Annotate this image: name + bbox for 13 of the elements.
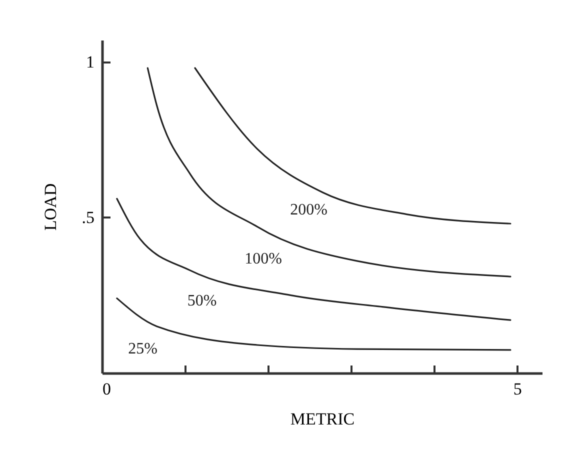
series-label: 200% bbox=[290, 201, 328, 218]
line-series bbox=[116, 198, 512, 321]
x-tick-label: 0 bbox=[102, 380, 111, 398]
x-tick-label: 5 bbox=[513, 380, 522, 398]
line-series bbox=[146, 67, 512, 278]
series-label: 100% bbox=[244, 250, 282, 268]
series-label: 25% bbox=[128, 340, 158, 358]
y-axis-title: LOAD bbox=[40, 183, 60, 231]
y-tick-label: 1 bbox=[86, 52, 94, 72]
line-series bbox=[194, 67, 512, 224]
series-label: 50% bbox=[187, 292, 217, 310]
x-axis-title: METRIC bbox=[290, 410, 355, 428]
y-tick-label: .5 bbox=[82, 208, 94, 227]
